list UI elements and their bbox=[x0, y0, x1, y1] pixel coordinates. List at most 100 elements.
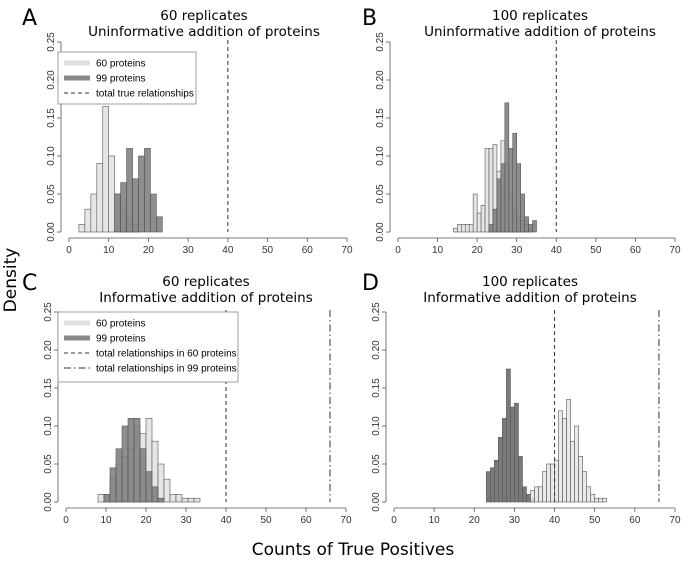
histogram-bar bbox=[494, 459, 499, 503]
histogram-bar bbox=[163, 478, 171, 503]
histogram-bar bbox=[532, 220, 537, 233]
panel-letter: B bbox=[362, 6, 377, 31]
histogram-bar bbox=[115, 448, 123, 503]
histogram-bar bbox=[492, 208, 498, 233]
y-tick-label: 0.20 bbox=[371, 340, 382, 360]
legend-label: total relationships in 99 proteins bbox=[96, 364, 237, 375]
panel-letter: D bbox=[362, 271, 379, 296]
histogram-bar bbox=[457, 224, 462, 233]
legend-label: 60 proteins bbox=[96, 59, 145, 70]
y-tick-label: 0.10 bbox=[375, 146, 386, 166]
x-tick-label: 40 bbox=[220, 515, 232, 526]
series-1 bbox=[114, 148, 163, 233]
histogram-bar bbox=[472, 193, 478, 233]
histogram-bar bbox=[126, 148, 133, 233]
histogram-bar bbox=[542, 471, 547, 503]
histogram-bar bbox=[488, 224, 494, 233]
x-tick-label: 20 bbox=[143, 245, 155, 256]
y-tick-label: 0.25 bbox=[375, 32, 386, 52]
panel-title-line1: 60 replicates bbox=[160, 8, 247, 24]
histogram-bar bbox=[151, 486, 159, 503]
x-tick-label: 30 bbox=[511, 245, 523, 256]
histogram-bar bbox=[570, 440, 575, 503]
y-tick-label: 0.00 bbox=[375, 222, 386, 242]
x-tick-label: 60 bbox=[629, 515, 641, 526]
histogram-bar bbox=[453, 227, 458, 233]
histogram-bar bbox=[498, 437, 503, 503]
histogram-bar bbox=[464, 224, 470, 233]
histogram-bar bbox=[127, 418, 135, 503]
histogram-bar bbox=[496, 178, 502, 233]
series-1 bbox=[103, 418, 165, 503]
histogram-bar bbox=[582, 471, 587, 503]
y-tick-label: 0.10 bbox=[43, 416, 54, 436]
histogram-bar bbox=[157, 497, 165, 503]
histogram-bar bbox=[175, 494, 183, 503]
y-axis: 0.00 0.05 0.10 0.15 0.20 0.25 bbox=[43, 302, 59, 512]
histogram-bar bbox=[480, 205, 486, 233]
histogram-bar bbox=[490, 467, 495, 503]
x-tick-label: 50 bbox=[589, 515, 601, 526]
histogram-bar bbox=[468, 224, 474, 233]
histogram-bar bbox=[562, 418, 567, 503]
x-axis: 0 10 20 30 40 50 60 70 bbox=[391, 507, 681, 526]
histogram-bar bbox=[602, 497, 608, 503]
histogram-bar bbox=[102, 106, 110, 233]
x-tick-label: 30 bbox=[509, 515, 521, 526]
histogram-bar bbox=[78, 224, 86, 233]
panel-letter: A bbox=[22, 6, 37, 31]
x-tick-label: 60 bbox=[300, 515, 312, 526]
histogram-bar bbox=[139, 448, 147, 503]
panel-title-line2: Uninformative addition of proteins bbox=[88, 24, 320, 40]
panel-title-line1: 100 replicates bbox=[492, 8, 588, 24]
histogram-bar bbox=[534, 486, 539, 503]
x-tick-label: 0 bbox=[395, 245, 401, 256]
y-axis: 0.00 0.05 0.10 0.15 0.20 0.25 bbox=[375, 32, 391, 242]
x-axis-title: Counts of True Positives bbox=[252, 540, 455, 560]
series-1 bbox=[530, 399, 608, 503]
histogram-bar bbox=[486, 471, 491, 503]
legend-label: total relationships in 60 proteins bbox=[96, 349, 237, 360]
x-tick-label: 10 bbox=[429, 515, 441, 526]
histogram-bar bbox=[538, 486, 543, 503]
histogram-bar bbox=[510, 406, 515, 503]
histogram-bar bbox=[90, 193, 98, 233]
y-tick-label: 0.05 bbox=[371, 454, 382, 474]
histogram-bar bbox=[120, 182, 127, 233]
x-tick-label: 40 bbox=[549, 515, 561, 526]
histogram-bar bbox=[528, 224, 533, 233]
y-tick-label: 0.20 bbox=[46, 70, 57, 90]
x-tick-label: 20 bbox=[469, 515, 481, 526]
y-tick-label: 0.15 bbox=[375, 108, 386, 128]
histogram-bar bbox=[500, 163, 506, 233]
x-tick-label: 50 bbox=[262, 245, 274, 256]
panel-letter: C bbox=[22, 271, 37, 296]
histogram-bar bbox=[524, 216, 529, 233]
y-tick-label: 0.10 bbox=[46, 146, 57, 166]
x-tick-label: 60 bbox=[630, 245, 642, 256]
series-1 bbox=[488, 102, 537, 233]
histogram-bar bbox=[138, 155, 145, 233]
histogram-bar bbox=[516, 163, 521, 233]
histogram-bar bbox=[508, 148, 514, 233]
histogram-bar bbox=[578, 456, 583, 503]
x-axis: 0 10 20 30 40 50 60 70 bbox=[66, 237, 353, 256]
histogram-bar bbox=[96, 163, 104, 233]
histogram-bar bbox=[512, 132, 518, 233]
histogram-bar bbox=[97, 494, 105, 503]
panel-title-line1: 100 replicates bbox=[482, 274, 578, 290]
histogram-bar bbox=[530, 490, 535, 503]
histogram-bar bbox=[187, 497, 195, 503]
histogram-bar bbox=[566, 399, 571, 503]
y-tick-label: 0.25 bbox=[46, 32, 57, 52]
y-tick-label: 0.25 bbox=[371, 302, 382, 322]
histogram-bar bbox=[103, 494, 111, 503]
y-tick-label: 0.10 bbox=[371, 416, 382, 436]
y-tick-label: 0.05 bbox=[43, 454, 54, 474]
histogram-bar bbox=[520, 193, 525, 233]
legend: 60 proteins 99 proteins total true relatio… bbox=[57, 51, 197, 105]
x-tick-label: 10 bbox=[100, 515, 112, 526]
x-tick-label: 10 bbox=[432, 245, 444, 256]
histogram-bar bbox=[156, 216, 163, 233]
